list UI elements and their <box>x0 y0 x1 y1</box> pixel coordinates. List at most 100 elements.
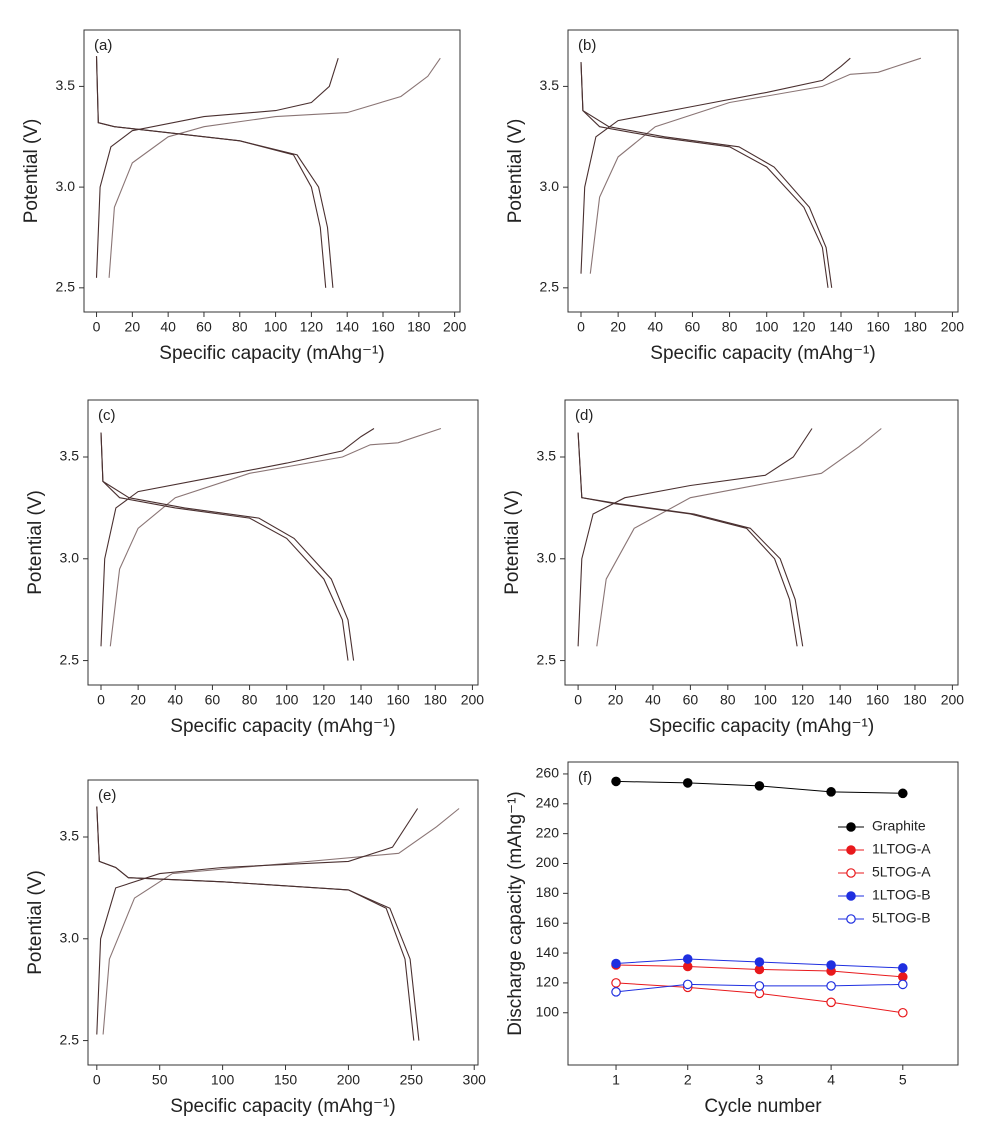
data-point <box>754 981 765 991</box>
y-tick-label: 2.5 <box>540 279 560 295</box>
x-tick-label: 180 <box>407 319 431 335</box>
y-tick-label: 3.0 <box>540 178 560 194</box>
x-tick-label: 300 <box>463 1072 487 1088</box>
x-tick-label: 80 <box>242 692 258 708</box>
x-tick-label: 2 <box>684 1072 692 1088</box>
data-point <box>754 781 765 791</box>
x-tick-label: 40 <box>645 692 661 708</box>
x-tick-label: 20 <box>125 319 141 335</box>
data-point <box>611 987 621 997</box>
x-tick-label: 100 <box>754 692 778 708</box>
panel: 0 50 100 150 200 250 300 2.5 3.0 3.5 Specific capa… <box>25 779 487 1117</box>
x-tick-label: 50 <box>152 1072 168 1088</box>
x-tick-label: 100 <box>755 319 779 335</box>
x-tick-label: 40 <box>167 692 183 708</box>
y-tick-label: 140 <box>536 944 560 960</box>
y-tick-label: 2.5 <box>537 651 557 667</box>
series-line <box>580 62 829 288</box>
x-tick-label: 160 <box>866 692 890 708</box>
x-axis-label: Specific capacity (mAhg⁻¹) <box>170 716 395 737</box>
data-point <box>682 778 693 788</box>
series-line <box>102 808 460 1035</box>
legend-marker <box>846 891 856 901</box>
series-line <box>577 432 804 647</box>
legend-marker <box>846 914 856 924</box>
x-tick-label: 120 <box>312 692 336 708</box>
x-tick-label: 140 <box>829 319 853 335</box>
data-point <box>826 981 836 991</box>
panel: 0 20 40 60 80 100 120 140 160 180 200 2.5 3.0 3.5 Spec… <box>25 399 485 737</box>
y-tick-label: 3.0 <box>60 929 80 945</box>
data-point <box>611 776 621 787</box>
series-line <box>580 62 833 288</box>
y-axis-label: Potential (V) <box>502 490 523 595</box>
x-tick-label: 120 <box>791 692 815 708</box>
x-tick-label: 3 <box>756 1072 764 1088</box>
x-tick-label: 5 <box>899 1072 907 1088</box>
x-axis-label: Specific capacity (mAhg⁻¹) <box>650 343 875 364</box>
x-tick-label: 100 <box>211 1072 235 1088</box>
data-point <box>611 958 621 969</box>
y-tick-label: 160 <box>536 914 560 930</box>
panel: 0 20 40 60 80 100 120 140 160 180 200 2.5 3.0 3.5 Spec… <box>502 399 964 737</box>
series-line <box>108 57 441 278</box>
data-point <box>682 979 693 990</box>
data-point <box>826 787 836 797</box>
x-tick-label: 40 <box>647 319 663 335</box>
y-tick-label: 3.0 <box>56 178 76 194</box>
y-tick-label: 3.0 <box>60 549 80 565</box>
y-axis-label: Potential (V) <box>505 119 526 224</box>
y-axis-label: Potential (V) <box>25 490 46 595</box>
x-tick-label: 1 <box>612 1072 620 1088</box>
y-tick-label: 2.5 <box>56 279 76 295</box>
x-tick-label: 60 <box>683 692 699 708</box>
x-tick-label: 180 <box>424 692 448 708</box>
x-tick-label: 140 <box>349 692 373 708</box>
legend-label: 5LTOG-A <box>872 864 931 880</box>
series-line <box>100 432 349 661</box>
legend-label: 1LTOG-B <box>872 887 931 903</box>
x-tick-label: 0 <box>577 319 585 335</box>
x-tick-label: 200 <box>941 319 965 335</box>
y-tick-label: 260 <box>536 765 560 781</box>
series-line <box>580 57 851 274</box>
data-point <box>754 957 765 967</box>
y-tick-label: 3.5 <box>56 77 76 93</box>
x-tick-label: 20 <box>608 692 624 708</box>
panel: 1 2 3 4 5 100 120 140 160 180 200 220 240 260 Cycle nu… <box>505 761 959 1117</box>
plot-frame <box>87 399 479 686</box>
x-tick-label: 160 <box>866 319 890 335</box>
y-tick-label: 3.5 <box>540 77 560 93</box>
legend-marker <box>846 868 856 878</box>
x-tick-label: 80 <box>232 319 248 335</box>
y-tick-label: 220 <box>536 824 560 840</box>
legend-label: 5LTOG-B <box>872 910 931 926</box>
plot-frame <box>564 399 959 686</box>
y-tick-label: 100 <box>536 1003 560 1019</box>
x-tick-label: 160 <box>371 319 395 335</box>
x-tick-label: 200 <box>461 692 485 708</box>
x-tick-label: 4 <box>827 1072 835 1088</box>
x-axis-label: Specific capacity (mAhg⁻¹) <box>170 1096 395 1117</box>
x-tick-label: 40 <box>160 319 176 335</box>
x-tick-label: 140 <box>828 692 852 708</box>
y-tick-label: 200 <box>536 854 560 870</box>
series-line <box>95 58 339 278</box>
legend-marker <box>846 845 856 855</box>
y-tick-label: 3.0 <box>537 549 557 565</box>
x-tick-label: 180 <box>904 319 928 335</box>
y-tick-label: 3.5 <box>537 448 557 464</box>
x-tick-label: 180 <box>903 692 927 708</box>
y-axis-label: Potential (V) <box>21 119 42 224</box>
x-tick-label: 20 <box>610 319 626 335</box>
data-point <box>897 1007 908 1018</box>
panel: 0 20 40 60 80 100 120 140 160 180 200 2.5 3.0 3.5 Spec… <box>505 29 965 364</box>
x-axis-label: Cycle number <box>704 1096 822 1117</box>
data-point <box>897 979 908 990</box>
y-axis-label: Discharge capacity (mAhg⁻¹) <box>505 791 526 1035</box>
x-tick-label: 140 <box>336 319 360 335</box>
x-tick-label: 100 <box>264 319 288 335</box>
x-axis-label: Specific capacity (mAhg⁻¹) <box>159 343 384 364</box>
legend-label: 1LTOG-A <box>872 841 931 857</box>
data-point <box>611 978 621 988</box>
